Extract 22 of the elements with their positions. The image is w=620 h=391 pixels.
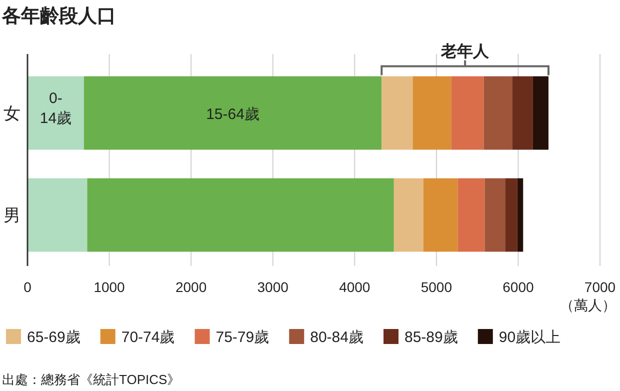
legend-label: 85-89歲 xyxy=(404,329,458,346)
annotation: 老年人 xyxy=(440,42,490,60)
y-tick-label: 男 xyxy=(4,206,20,225)
legend-label: 70-74歲 xyxy=(121,329,175,346)
y-tick-label: 女 xyxy=(4,104,20,123)
x-tick-label: 2000 xyxy=(175,279,207,295)
x-tick-label: 1000 xyxy=(94,279,126,295)
chart-title: 各年齡段人口 xyxy=(1,6,116,27)
x-tick-label: 6000 xyxy=(502,279,534,295)
x-tick-label: 5000 xyxy=(420,279,452,295)
series-label: 0-14歲 xyxy=(40,90,72,127)
x-tick-label: 0 xyxy=(24,279,32,295)
legend-label: 65-69歲 xyxy=(27,329,80,346)
x-tick-label: 7000 xyxy=(584,279,616,295)
x-tick-label: 4000 xyxy=(339,279,370,295)
x-axis-title: （萬人） xyxy=(560,297,616,313)
legend-label: 80-84歲 xyxy=(310,329,364,346)
series-label: 15-64歲 xyxy=(206,106,260,123)
text: 出處：總務省《統計TOPICS》 xyxy=(2,372,180,387)
x-tick-label: 3000 xyxy=(257,279,289,295)
legend-label: 90歲以上 xyxy=(498,329,561,346)
legend-label: 75-79歲 xyxy=(216,329,270,346)
